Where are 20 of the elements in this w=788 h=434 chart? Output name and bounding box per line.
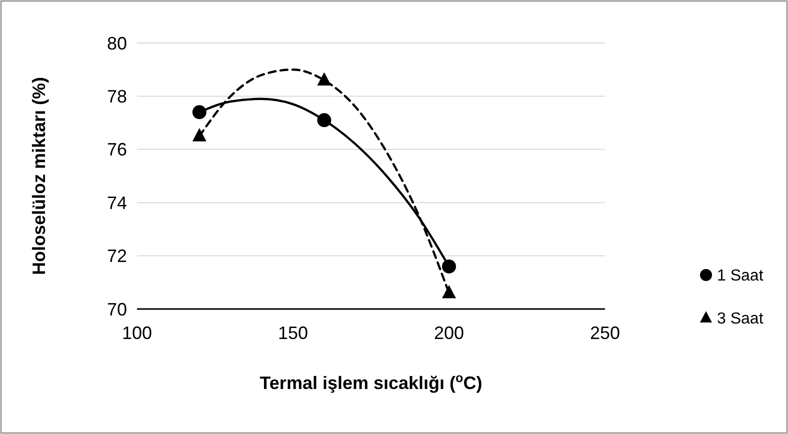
y-axis-title: Holoselüloz miktarı (%): [29, 76, 49, 276]
x-tick-label: 200: [434, 323, 464, 343]
y-tick-label: 72: [106, 246, 127, 266]
point: [192, 128, 206, 142]
x-tick-label: 250: [590, 323, 620, 343]
y-tick-label: 70: [106, 299, 127, 320]
point: [442, 259, 456, 274]
legend-label: 3 Saat: [717, 310, 764, 328]
y-tick-label: 76: [106, 140, 127, 160]
point: [442, 284, 456, 298]
x-tick-label: 100: [122, 323, 152, 343]
y-tick-label: 74: [106, 192, 127, 213]
y-tick-label: 80: [106, 33, 127, 54]
point: [192, 105, 206, 120]
point: [317, 113, 332, 128]
legend-label: 1 Saat: [717, 268, 764, 285]
point: [317, 72, 332, 86]
x-axis-title: Termal işlem sıcaklığı ($^{o}$C): [260, 371, 482, 393]
y-tick-label: 78: [106, 86, 127, 106]
x-tick-label: 150: [278, 323, 308, 343]
